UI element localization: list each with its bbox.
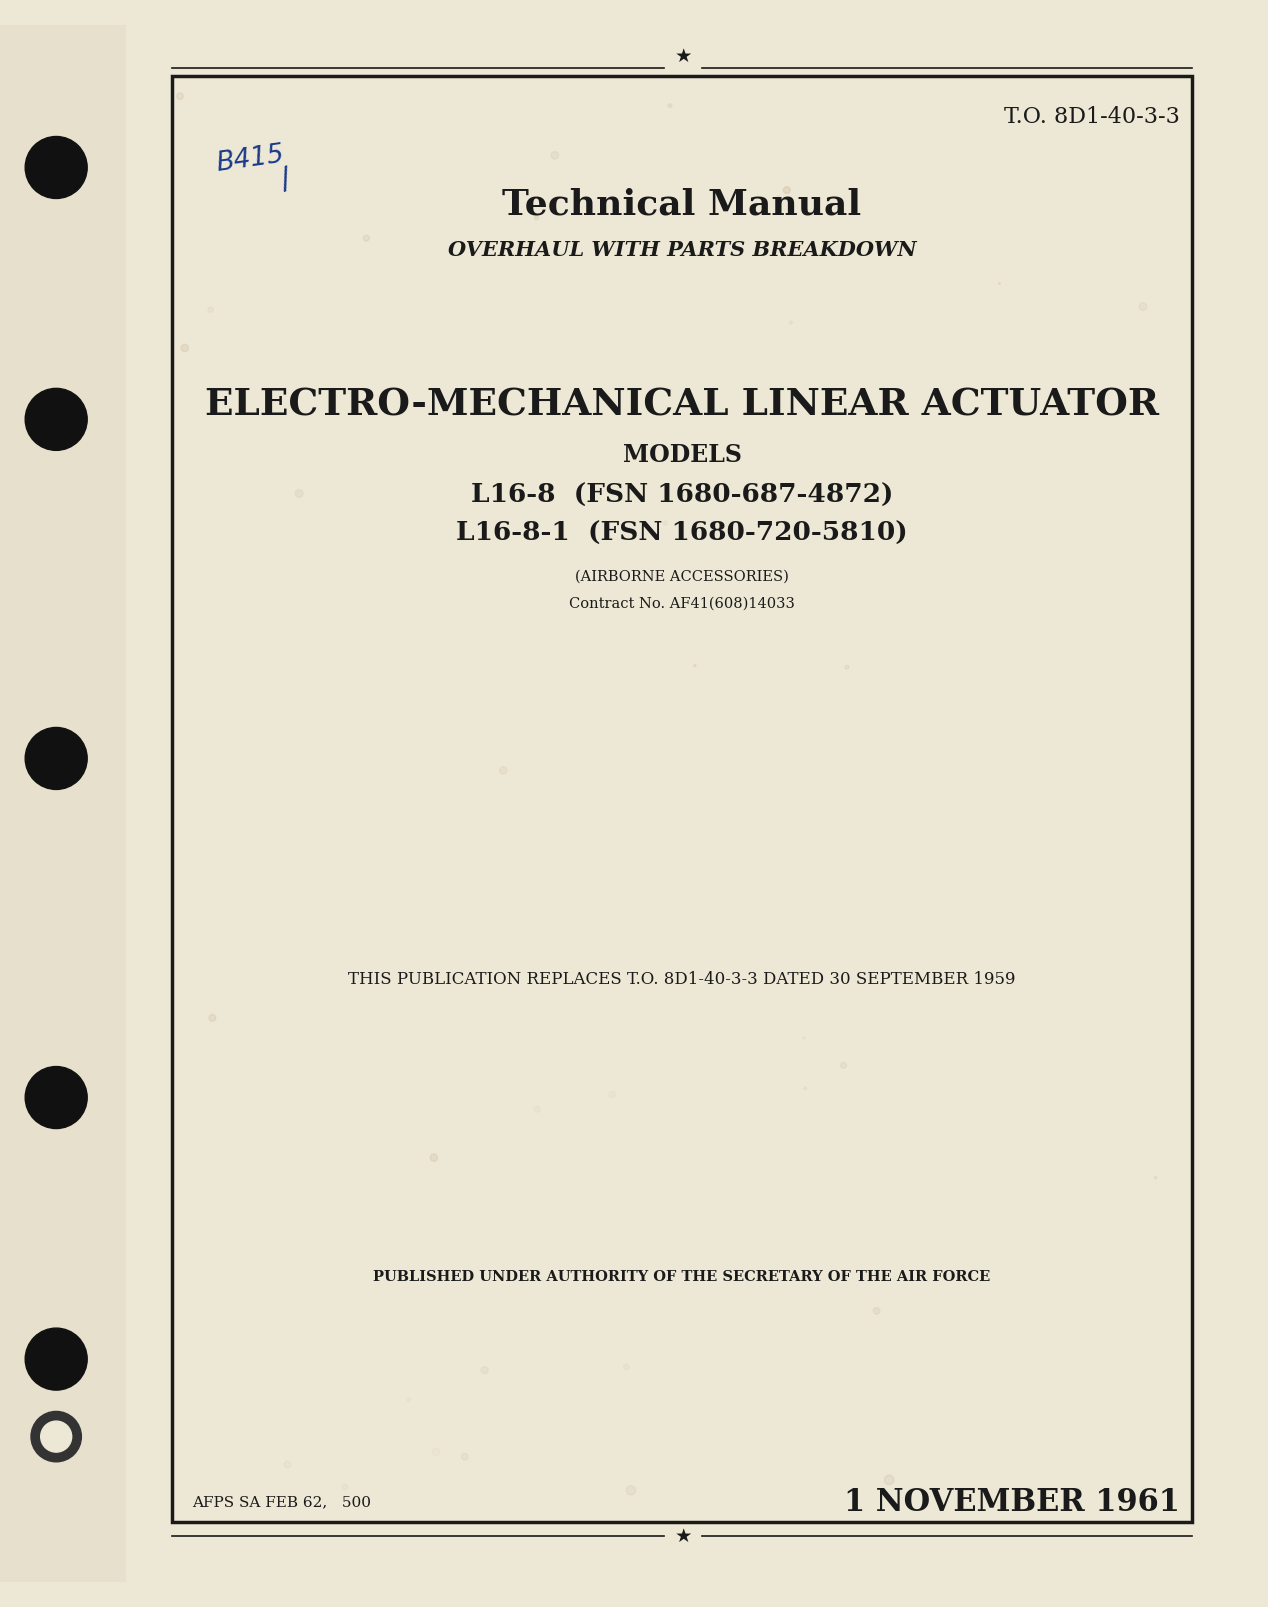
Circle shape (176, 93, 184, 100)
Circle shape (208, 307, 213, 312)
Circle shape (30, 1411, 81, 1462)
Circle shape (668, 104, 672, 108)
Text: 1 NOVEMBER 1961: 1 NOVEMBER 1961 (844, 1486, 1181, 1519)
Circle shape (209, 1014, 216, 1022)
Text: L16-8  (FSN 1680-687-4872): L16-8 (FSN 1680-687-4872) (470, 482, 893, 508)
Text: PUBLISHED UNDER AUTHORITY OF THE SECRETARY OF THE AIR FORCE: PUBLISHED UNDER AUTHORITY OF THE SECRETA… (373, 1270, 990, 1284)
Text: B415: B415 (214, 141, 285, 177)
Circle shape (25, 1327, 87, 1390)
Circle shape (481, 1366, 488, 1374)
Text: T.O. 8D1-40-3-3: T.O. 8D1-40-3-3 (1004, 106, 1181, 129)
Circle shape (25, 728, 87, 789)
Circle shape (295, 490, 303, 498)
Circle shape (535, 215, 539, 220)
Text: OVERHAUL WITH PARTS BREAKDOWN: OVERHAUL WITH PARTS BREAKDOWN (448, 239, 917, 260)
Circle shape (789, 321, 792, 325)
Circle shape (998, 283, 1000, 284)
Text: Contract No. AF41(608)14033: Contract No. AF41(608)14033 (569, 596, 795, 611)
Circle shape (25, 389, 87, 450)
Circle shape (25, 137, 87, 199)
Circle shape (784, 186, 790, 193)
Circle shape (41, 1421, 72, 1453)
Circle shape (626, 1486, 635, 1495)
Circle shape (462, 1453, 468, 1461)
Text: ★: ★ (675, 47, 692, 66)
Text: Technical Manual: Technical Manual (502, 188, 861, 222)
Circle shape (874, 1308, 880, 1315)
Text: /: / (278, 164, 294, 194)
Circle shape (342, 1485, 347, 1490)
Circle shape (363, 235, 369, 241)
Circle shape (844, 665, 850, 669)
Circle shape (1154, 1176, 1156, 1180)
Circle shape (885, 1475, 894, 1485)
Bar (172, 77, 1192, 1522)
Circle shape (430, 1154, 437, 1162)
Text: AFPS SA FEB 62,   500: AFPS SA FEB 62, 500 (191, 1496, 370, 1509)
Text: (AIRBORNE ACCESSORIES): (AIRBORNE ACCESSORIES) (576, 569, 789, 583)
Text: ★: ★ (675, 1527, 692, 1546)
Circle shape (841, 1062, 847, 1069)
Text: ELECTRO-MECHANICAL LINEAR ACTUATOR: ELECTRO-MECHANICAL LINEAR ACTUATOR (205, 386, 1159, 423)
Bar (0, 26, 126, 1581)
Circle shape (694, 664, 696, 667)
Circle shape (25, 1067, 87, 1128)
Circle shape (552, 151, 559, 159)
Circle shape (1139, 302, 1146, 310)
Circle shape (804, 1086, 806, 1090)
Text: L16-8-1  (FSN 1680-720-5810): L16-8-1 (FSN 1680-720-5810) (456, 521, 908, 546)
Text: THIS PUBLICATION REPLACES T.O. 8D1-40-3-3 DATED 30 SEPTEMBER 1959: THIS PUBLICATION REPLACES T.O. 8D1-40-3-… (349, 971, 1016, 988)
Circle shape (181, 344, 189, 352)
Text: MODELS: MODELS (623, 444, 742, 468)
